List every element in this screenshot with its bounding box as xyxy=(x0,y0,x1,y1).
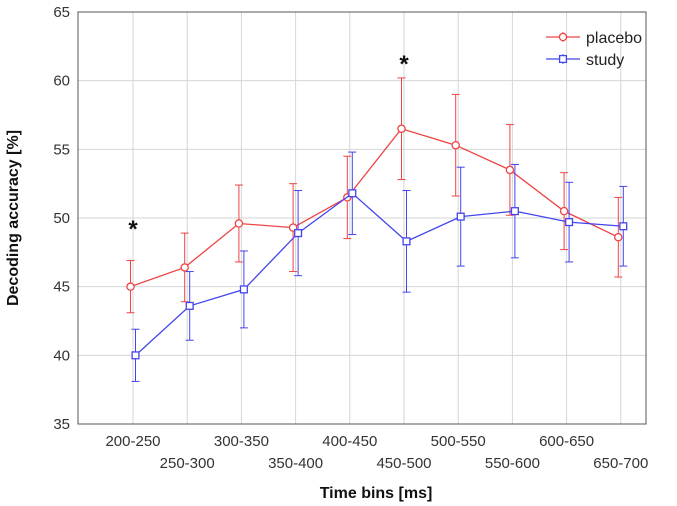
legend-item-placebo: placebo xyxy=(546,30,642,47)
data-point xyxy=(614,232,623,242)
data-point xyxy=(348,189,357,198)
y-axis-title: Decoding accuracy [%] xyxy=(5,130,22,306)
significance-marker: * xyxy=(128,216,138,243)
y-tick-labels: 35 40 45 50 55 60 65 xyxy=(53,4,70,433)
x-axis-title: Time bins [ms] xyxy=(320,485,433,502)
y-tick-label: 65 xyxy=(53,4,70,21)
data-point xyxy=(619,222,628,231)
y-tick-label: 60 xyxy=(53,73,70,90)
data-point xyxy=(559,206,569,216)
legend-marker xyxy=(558,54,568,64)
data-point xyxy=(402,237,411,246)
data-point xyxy=(239,285,248,294)
y-tick-label: 55 xyxy=(53,141,70,158)
grid-lines xyxy=(78,12,646,424)
x-tick-label: 350-400 xyxy=(268,455,323,472)
series-layer xyxy=(126,77,628,382)
data-point xyxy=(456,212,465,221)
legend-label: study xyxy=(586,52,624,69)
x-tick-label: 250-300 xyxy=(160,455,215,472)
series-line-study xyxy=(135,192,624,356)
legend-item-study: study xyxy=(546,52,624,69)
data-point xyxy=(131,351,140,360)
data-point xyxy=(234,219,244,228)
data-point xyxy=(565,218,574,227)
legend-label: placebo xyxy=(586,30,642,47)
series-study xyxy=(131,151,628,382)
data-point xyxy=(397,124,406,133)
data-point xyxy=(505,165,515,175)
plot-frame xyxy=(77,11,647,425)
data-point xyxy=(294,229,303,238)
data-point xyxy=(180,263,189,272)
significance-marker: * xyxy=(399,51,409,78)
legend-marker xyxy=(558,32,568,42)
legend: placebo study xyxy=(546,30,642,69)
x-tick-label: 500-550 xyxy=(431,433,486,450)
data-point xyxy=(451,140,460,150)
series-line-placebo xyxy=(130,127,619,288)
x-tick-label: 550-600 xyxy=(485,455,540,472)
x-tick-label: 200-250 xyxy=(105,433,160,450)
x-tick-label: 300-350 xyxy=(214,433,269,450)
data-point xyxy=(126,282,135,291)
y-tick-label: 50 xyxy=(53,210,70,227)
y-tick-label: 40 xyxy=(53,347,70,364)
x-tick-label: 400-450 xyxy=(322,433,377,450)
x-tick-label: 450-500 xyxy=(376,455,431,472)
x-tick-label: 650-700 xyxy=(593,455,648,472)
y-tick-label: 35 xyxy=(53,416,70,433)
data-point xyxy=(185,301,194,310)
x-tick-label: 600-650 xyxy=(539,433,594,450)
data-point xyxy=(510,207,519,216)
y-tick-label: 45 xyxy=(53,279,70,296)
annotations: ** xyxy=(128,51,409,243)
